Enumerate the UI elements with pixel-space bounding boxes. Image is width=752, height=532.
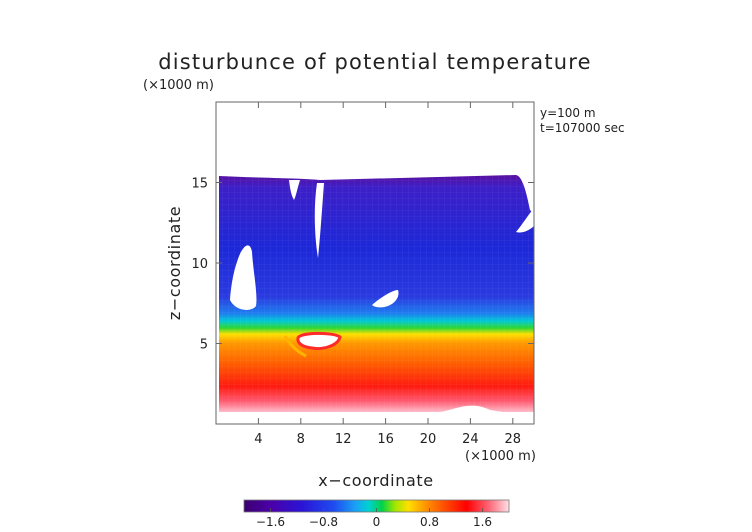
chart-title: disturbunce of potential temperature [158, 50, 592, 74]
warm-tail [283, 335, 307, 358]
colorbar-tick-label: 0 [373, 515, 381, 529]
annotation-t: t=107000 sec [540, 121, 625, 135]
void-warm-bubble [296, 331, 342, 350]
field-grid-overlay [219, 176, 534, 412]
colorbar-tick-label: 0.8 [420, 515, 439, 529]
heatmap-field [219, 175, 534, 424]
x-axis-ticks: 4 8 12 16 20 24 28 [254, 102, 521, 447]
y-axis-ticks: 5 10 15 [191, 177, 534, 353]
x-tick-label: 4 [254, 432, 262, 447]
x-tick-label: 28 [505, 432, 522, 447]
x-axis-unit-label: (×1000 m) [465, 449, 536, 464]
colorbar-tick-label: −0.8 [309, 515, 338, 529]
x-tick-label: 8 [297, 432, 305, 447]
void-left [230, 245, 257, 310]
y-tick-label: 5 [200, 338, 208, 353]
annotation-y: y=100 m [540, 106, 596, 120]
colorbar-ticks: −1.6 −0.8 0 0.8 1.6 [256, 508, 492, 529]
void-right-edge [516, 208, 534, 233]
colorbar-tick-label: 1.6 [473, 515, 492, 529]
void-notch [289, 180, 300, 200]
y-tick-label: 15 [191, 177, 208, 192]
x-tick-label: 20 [420, 432, 437, 447]
x-tick-label: 16 [377, 432, 394, 447]
x-tick-label: 24 [462, 432, 479, 447]
x-axis-label: x−coordinate [318, 471, 433, 490]
title-unit-label: (×1000 m) [143, 78, 214, 93]
bottom-white-band [219, 412, 534, 424]
x-tick-label: 12 [335, 432, 352, 447]
y-tick-label: 10 [191, 257, 208, 272]
colorbar-tick-label: −1.6 [256, 515, 285, 529]
y-axis-label: z−coordinate [165, 206, 184, 320]
void-right-small [372, 290, 399, 308]
void-center-top [314, 183, 324, 258]
